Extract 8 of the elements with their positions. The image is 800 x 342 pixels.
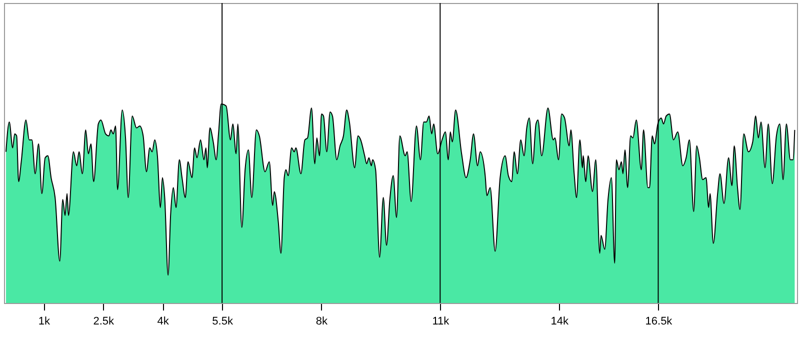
- x-tick-label: 11k: [432, 316, 450, 328]
- x-tick-label: 16.5k: [645, 316, 673, 328]
- x-tick-label: 8k: [316, 316, 328, 328]
- x-tick-label: 5.5k: [212, 316, 234, 328]
- x-tick-label: 2.5k: [93, 316, 115, 328]
- x-tick-label: 14k: [550, 316, 569, 328]
- x-tick-label: 1k: [38, 316, 50, 328]
- x-tick-label: 4k: [157, 316, 170, 328]
